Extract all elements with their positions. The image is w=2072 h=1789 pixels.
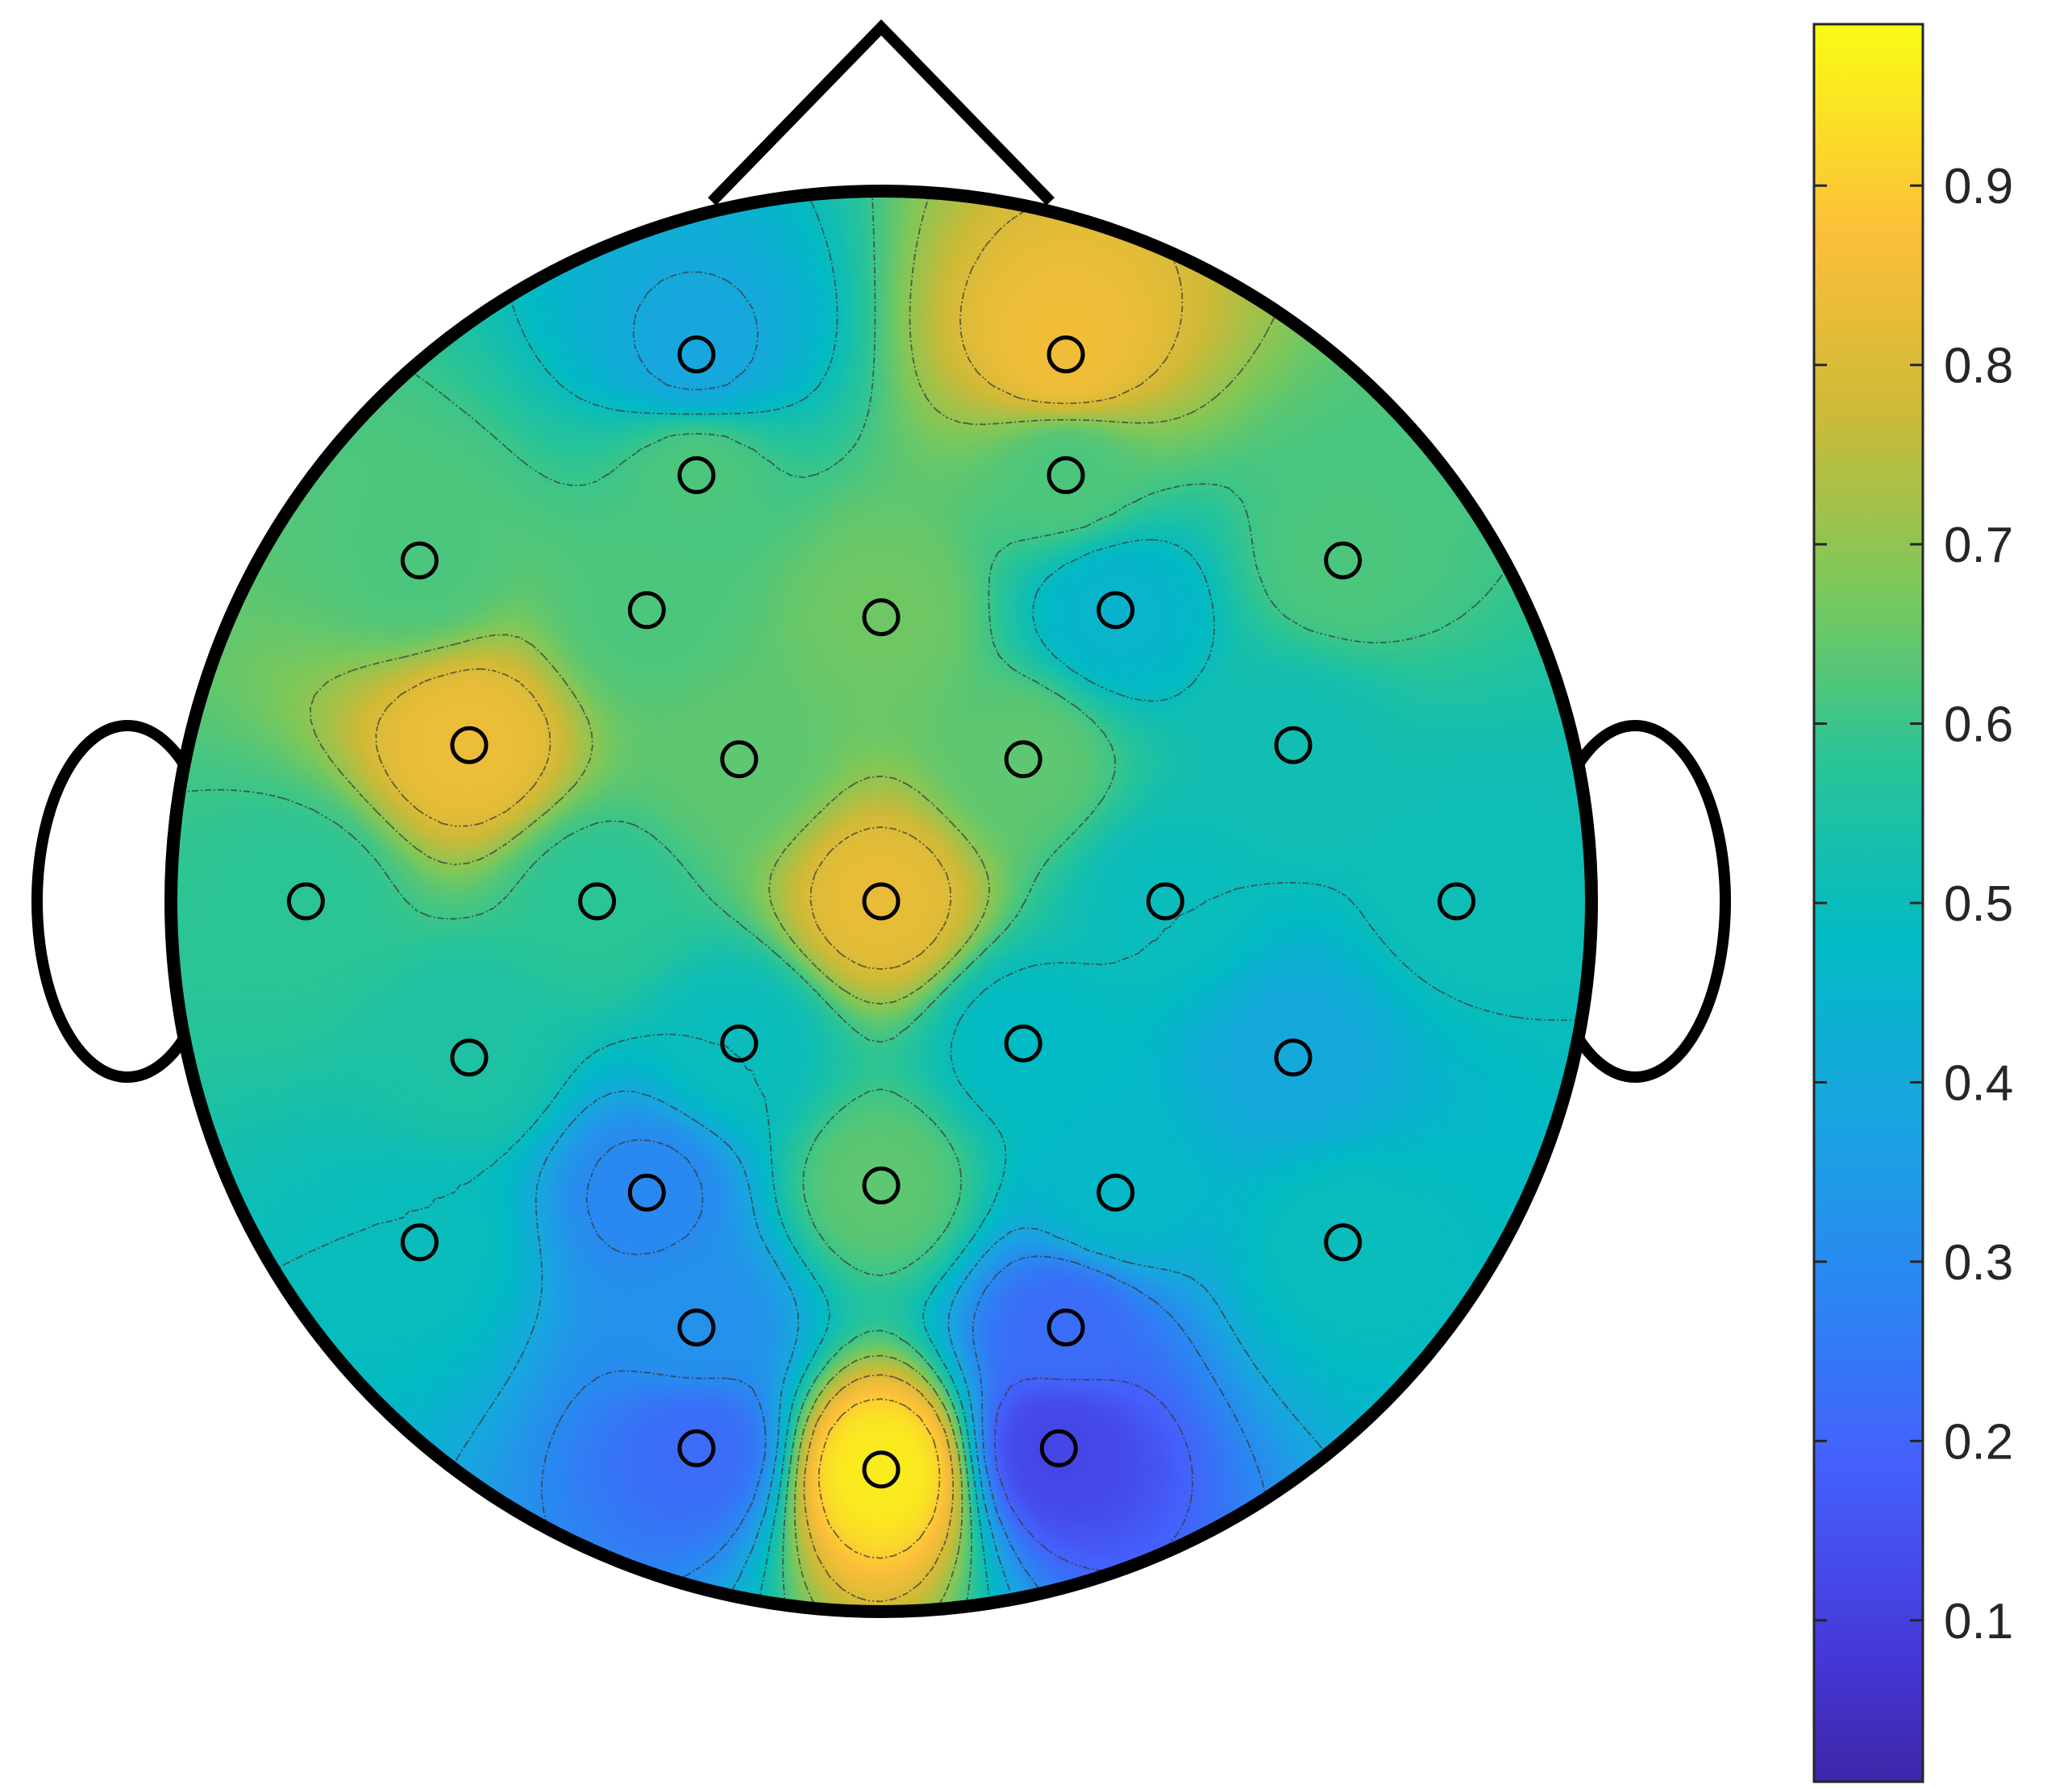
contour-line <box>171 191 1591 1612</box>
electrode-marker <box>720 1024 759 1063</box>
electrode-marker <box>450 1038 489 1077</box>
colorbar-tick-label: 0.7 <box>1944 518 2013 573</box>
colorbar-tick-label: 0.9 <box>1944 159 2013 214</box>
contour-line <box>994 1377 1194 1571</box>
electrode-marker <box>400 541 439 580</box>
electrode-markers <box>286 335 1476 1489</box>
electrode-marker <box>1046 1308 1085 1347</box>
electrode-marker <box>627 591 666 630</box>
nose-outline <box>707 19 1055 206</box>
electrode-marker <box>627 1173 666 1212</box>
contour-line <box>415 271 1418 1612</box>
electrode-marker <box>677 456 716 494</box>
colorbar-tick-label: 0.1 <box>1944 1594 2013 1650</box>
electrode-marker <box>1274 1038 1313 1077</box>
colorbar-tick-label: 0.5 <box>1944 876 2013 932</box>
scalp-heatmap <box>171 191 1591 1612</box>
electrode-marker <box>862 882 901 921</box>
electrode-marker <box>578 882 617 921</box>
colorbar-fill <box>1814 24 1923 1782</box>
electrode-marker <box>1004 1024 1042 1063</box>
contour-line <box>310 191 1299 1612</box>
colorbar-tick-label: 0.4 <box>1944 1055 2013 1111</box>
contour-line <box>818 1398 941 1559</box>
electrode-marker <box>1096 591 1135 630</box>
electrode-marker <box>1146 882 1184 921</box>
colorbar-tick-label: 0.2 <box>1944 1414 2013 1470</box>
electrode-marker <box>286 882 325 921</box>
electrode-marker <box>1438 882 1476 921</box>
electrode-marker <box>1324 541 1363 580</box>
electrode-marker <box>1039 1429 1078 1467</box>
electrode-marker <box>1324 1223 1363 1262</box>
colorbar: 0.1 0.2 0.3 0.4 0.5 0.6 0.7 0.8 0.9 <box>1812 23 2013 1783</box>
electrode-marker <box>400 1223 439 1262</box>
electrode-marker <box>1004 740 1042 779</box>
electrode-marker <box>1046 335 1085 374</box>
electrode-marker <box>862 1450 901 1489</box>
contour-lines <box>171 191 1591 1612</box>
colorbar-tick-label: 0.6 <box>1944 697 2013 753</box>
contour-line <box>375 196 1184 1603</box>
electrode-marker <box>1274 726 1313 764</box>
electrode-marker <box>1096 1173 1135 1212</box>
colorbar-ticks: 0.1 0.2 0.3 0.4 0.5 0.6 0.7 0.8 0.9 <box>1814 159 2013 1650</box>
electrode-marker <box>1046 456 1085 494</box>
electrode-marker <box>677 1429 716 1467</box>
contour-line <box>171 191 1591 1612</box>
electrode-marker <box>720 740 759 779</box>
colorbar-tick-label: 0.8 <box>1944 339 2013 394</box>
colorbar-tick-label: 0.3 <box>1944 1235 2013 1291</box>
electrode-marker <box>677 335 716 374</box>
electrode-marker <box>677 1308 716 1347</box>
electrode-marker <box>450 726 489 764</box>
electrode-marker <box>862 598 901 637</box>
electrode-marker <box>862 1166 901 1204</box>
head-circle <box>164 185 1598 1618</box>
